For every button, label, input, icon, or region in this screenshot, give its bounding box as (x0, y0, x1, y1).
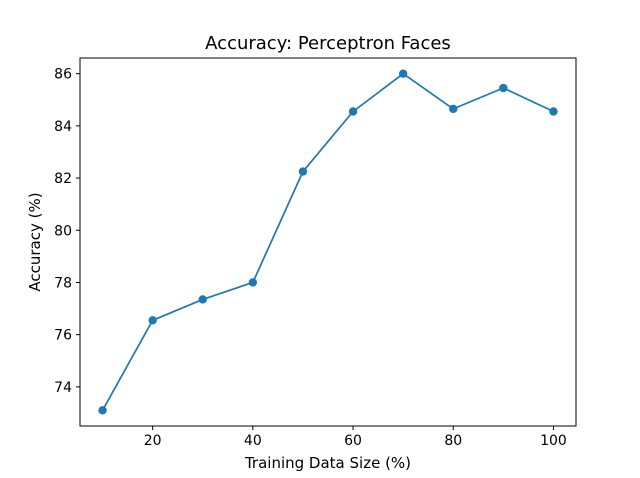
y-tick-label: 82 (54, 171, 72, 187)
data-point (98, 406, 107, 415)
x-tick-label: 40 (244, 433, 262, 449)
x-axis-ticks: 20 40 60 80 100 (144, 426, 567, 449)
x-tick-label: 60 (344, 433, 362, 449)
x-axis-title: Training Data Size (%) (244, 454, 411, 472)
y-tick-label: 74 (54, 380, 72, 396)
data-point (148, 316, 157, 325)
data-point (499, 83, 508, 93)
x-tick-label: 100 (540, 433, 567, 449)
y-tick-label: 80 (54, 223, 72, 239)
y-tick-label: 86 (54, 67, 72, 83)
y-tick-label: 78 (54, 275, 72, 291)
series-line (101, 72, 554, 411)
data-point (198, 295, 207, 304)
data-point (298, 167, 308, 176)
axes-frame (79, 57, 577, 427)
y-axis-title: Accuracy (%) (26, 192, 44, 291)
x-tick-label: 80 (444, 433, 462, 449)
data-point (348, 107, 358, 116)
y-tick-label: 76 (54, 328, 72, 344)
data-point (449, 104, 458, 114)
y-tick-label: 84 (54, 119, 72, 135)
x-tick-label: 20 (144, 433, 162, 449)
data-point (549, 107, 558, 116)
y-axis-ticks: 74 76 78 80 82 84 86 (54, 67, 80, 396)
plot-area (98, 69, 558, 415)
chart-title: Accuracy: Perceptron Faces (205, 33, 451, 54)
data-point (248, 278, 258, 287)
data-point (398, 69, 408, 78)
